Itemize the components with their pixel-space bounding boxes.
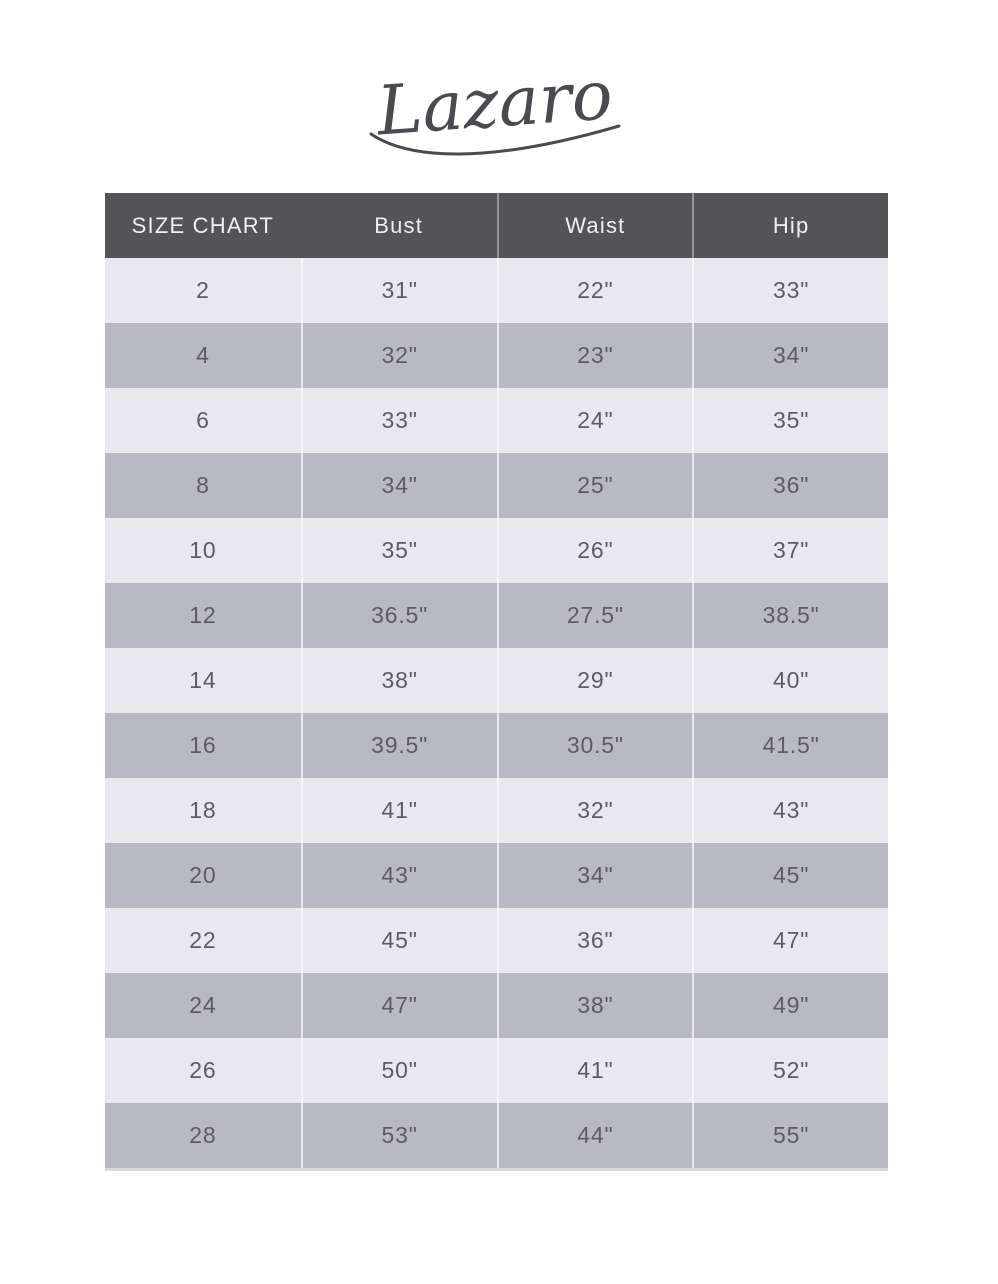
cell-waist: 44": [496, 1103, 693, 1168]
cell-hip: 43": [692, 778, 888, 843]
cell-bust: 31": [300, 258, 497, 323]
cell-bust: 35": [300, 518, 497, 583]
cell-waist: 30.5": [496, 713, 693, 778]
cell-size: 4: [196, 342, 210, 368]
brand-logo-graphic: Lazaro: [369, 56, 621, 156]
cell-hip: 40": [692, 648, 888, 713]
cell-size: 2: [196, 277, 210, 303]
cell-waist: 27.5": [496, 583, 693, 648]
table-header-row: SIZE CHART Bust Waist Hip: [105, 193, 888, 258]
cell-hip: 41.5": [692, 713, 888, 778]
cell-hip: 34": [692, 323, 888, 388]
cell-waist: 41": [496, 1038, 693, 1103]
cell-size: 28: [189, 1122, 217, 1148]
cell-size: 24: [189, 992, 217, 1018]
cell-hip: 33": [692, 258, 888, 323]
cell-waist: 38": [496, 973, 693, 1038]
cell-bust: 32": [300, 323, 497, 388]
cell-hip: 52": [692, 1038, 888, 1103]
cell-bust: 47": [300, 973, 497, 1038]
table-row-size-14: 14 38" 29" 40": [105, 648, 888, 713]
table-row-size-10: 10 35" 26" 37": [105, 518, 888, 583]
header-size-chart: SIZE CHART: [131, 212, 275, 238]
table-row-size-4: 4 32" 23" 34": [105, 323, 888, 388]
cell-waist: 22": [496, 258, 693, 323]
cell-size: 14: [189, 667, 217, 693]
cell-hip: 49": [692, 973, 888, 1038]
cell-size: 6: [196, 407, 210, 433]
table-row-size-22: 22 45" 36" 47": [105, 908, 888, 973]
table-row-size-26: 26 50" 41" 52": [105, 1038, 888, 1103]
cell-waist: 32": [496, 778, 693, 843]
cell-waist: 34": [496, 843, 693, 908]
cell-waist: 23": [496, 323, 693, 388]
table-row-size-18: 18 41" 32" 43": [105, 778, 888, 843]
cell-waist: 25": [496, 453, 693, 518]
table-row-size-12: 12 36.5" 27.5" 38.5": [105, 583, 888, 648]
cell-bust: 38": [300, 648, 497, 713]
cell-waist: 29": [496, 648, 693, 713]
cell-hip: 36": [692, 453, 888, 518]
table-row-size-20: 20 43" 34" 45": [105, 843, 888, 908]
cell-bust: 43": [300, 843, 497, 908]
brand-logo-text: Lazaro: [373, 56, 615, 151]
cell-waist: 24": [496, 388, 693, 453]
header-bust: Bust: [374, 212, 424, 238]
cell-size: 12: [189, 602, 217, 628]
cell-bust: 33": [300, 388, 497, 453]
cell-hip: 55": [692, 1103, 888, 1168]
cell-bust: 50": [300, 1038, 497, 1103]
logo-flourish-stroke: [369, 124, 621, 156]
cell-size: 20: [189, 862, 217, 888]
cell-size: 16: [189, 732, 217, 758]
cell-bust: 36.5": [300, 583, 497, 648]
table-row-size-6: 6 33" 24" 35": [105, 388, 888, 453]
table-row-size-24: 24 47" 38" 49": [105, 973, 888, 1038]
header-hip: Hip: [692, 193, 888, 258]
cell-bust: 39.5": [300, 713, 497, 778]
cell-bust: 41": [300, 778, 497, 843]
table-row-size-28: 28 53" 44" 55": [105, 1103, 888, 1168]
cell-hip: 37": [692, 518, 888, 583]
cell-hip: 35": [692, 388, 888, 453]
cell-size: 10: [189, 537, 217, 563]
cell-size: 26: [189, 1057, 217, 1083]
table-row-size-16: 16 39.5" 30.5" 41.5": [105, 713, 888, 778]
table-row-size-8: 8 34" 25" 36": [105, 453, 888, 518]
cell-bust: 53": [300, 1103, 497, 1168]
cell-hip: 45": [692, 843, 888, 908]
table-row-size-2: 2 31" 22" 33": [105, 258, 888, 323]
brand-logo: Lazaro: [0, 38, 998, 168]
cell-hip: 38.5": [692, 583, 888, 648]
cell-size: 22: [189, 927, 217, 953]
size-chart-table: SIZE CHART Bust Waist Hip 2 31" 22" 33" …: [105, 193, 888, 1171]
cell-size: 18: [189, 797, 217, 823]
cell-hip: 47": [692, 908, 888, 973]
cell-bust: 34": [300, 453, 497, 518]
cell-bust: 45": [300, 908, 497, 973]
cell-waist: 36": [496, 908, 693, 973]
cell-size: 8: [196, 472, 210, 498]
header-waist: Waist: [496, 193, 693, 258]
cell-waist: 26": [496, 518, 693, 583]
